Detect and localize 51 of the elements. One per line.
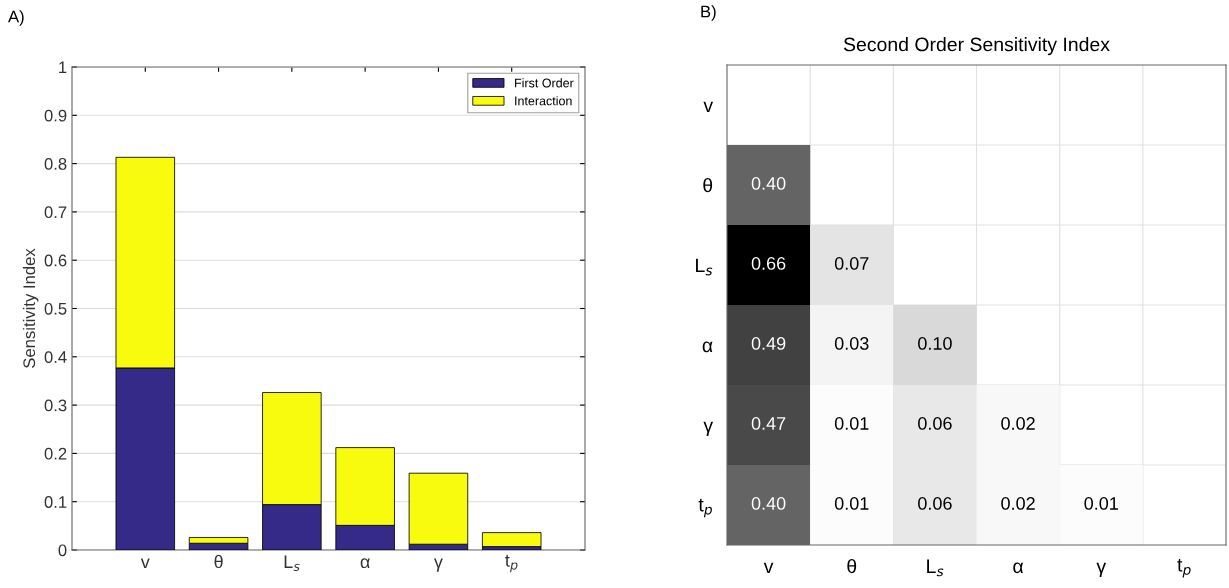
y-tick-label: 0.7 <box>44 206 67 219</box>
bar <box>481 532 542 548</box>
y-tick-label: 0.6 <box>44 254 67 267</box>
y-tick-label: 0.4 <box>44 351 67 363</box>
x-tick-label: θ <box>847 558 857 574</box>
y-tick-label: 0 <box>58 544 67 557</box>
text: A) <box>8 10 24 26</box>
x-tick-label: α <box>360 558 370 569</box>
x-tick-label: v <box>140 558 150 568</box>
x-tick-label: γ <box>433 558 443 572</box>
y-tick-label: 0.1 <box>44 496 67 508</box>
data-label: 0.02 <box>1001 497 1035 510</box>
legend-label: Interaction <box>515 96 572 106</box>
data-label: 0.06 <box>918 497 952 510</box>
x-tick-label: θ <box>214 554 223 569</box>
y-tick-label: 1 <box>59 61 67 74</box>
y-tick-label: 0.5 <box>44 302 67 315</box>
data-label: 0.07 <box>834 257 869 270</box>
data-label: 0.40 <box>751 177 786 190</box>
y-tick-label: 0.2 <box>44 447 67 460</box>
data-label: 0.01 <box>1084 497 1118 510</box>
y-tick-label: 0.3 <box>44 399 67 412</box>
y-tick-label: α <box>702 341 713 353</box>
y-tick-label: θ <box>703 177 713 193</box>
data-label: 0.47 <box>751 417 786 430</box>
x-tick-label: L$_{s}$ <box>927 559 944 577</box>
x-tick-label: γ <box>1096 562 1107 578</box>
data-label: 0.10 <box>918 337 952 350</box>
x-tick-label: α <box>1013 562 1024 574</box>
y-tick-label: v <box>703 101 714 113</box>
x-tick-label: t$_{p}$ <box>1177 558 1191 578</box>
data-label: 0.01 <box>834 497 869 510</box>
data-label: 0.06 <box>918 417 952 430</box>
data-label: 0.49 <box>751 337 786 350</box>
x-tick-label: t$_{p}$ <box>505 554 518 573</box>
data-label: 0.66 <box>751 257 786 270</box>
y-tick-label: γ <box>703 421 714 437</box>
x-tick-label: L$_{s}$ <box>284 555 300 572</box>
data-label: 0.03 <box>834 337 869 350</box>
data-label: 0.40 <box>751 497 786 510</box>
y-axis-title: Sensitivity Index <box>22 248 39 368</box>
y-tick-label: L$_{s}$ <box>696 258 713 276</box>
data-label: 0.02 <box>1001 417 1035 430</box>
x-tick-label: v <box>763 562 774 573</box>
legend-label: First Order <box>515 78 574 88</box>
text: B) <box>701 5 716 21</box>
y-tick-label: 0.9 <box>44 109 67 122</box>
data-label: 0.01 <box>834 417 869 430</box>
y-tick-label: 0.8 <box>44 158 67 170</box>
y-tick-label: t$_{p}$ <box>698 498 712 518</box>
chart-title: Second Order Sensitivity Index <box>843 37 1110 56</box>
